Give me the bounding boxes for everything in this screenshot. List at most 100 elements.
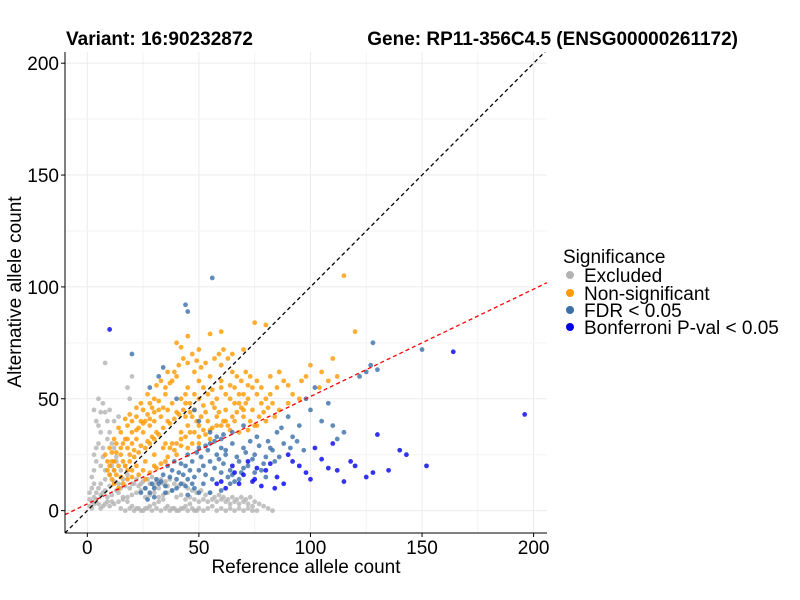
point-non-significant <box>125 423 130 429</box>
point-non-significant <box>223 407 229 413</box>
point-non-significant <box>163 441 168 446</box>
point-fdr-0-05 <box>147 490 153 496</box>
point-fdr-0-05 <box>185 492 191 498</box>
point-non-significant <box>330 356 336 361</box>
point-excluded <box>241 508 246 514</box>
legend-label-fdr: FDR < 0.05 <box>584 301 682 322</box>
point-excluded <box>163 505 168 511</box>
y-axis-title: Alternative allele count <box>5 196 26 388</box>
point-non-significant <box>167 380 173 386</box>
point-bonferroni-p-val-0-05 <box>245 459 251 464</box>
point-bonferroni-p-val-0-05 <box>296 463 302 469</box>
point-fdr-0-05 <box>241 445 246 451</box>
point-non-significant <box>140 429 146 435</box>
point-excluded <box>136 505 142 511</box>
point-non-significant <box>223 391 229 397</box>
point-excluded <box>96 423 101 429</box>
point-fdr-0-05 <box>319 418 325 424</box>
point-fdr-0-05 <box>236 459 242 464</box>
x-tick-label: 200 <box>518 538 550 559</box>
point-bonferroni-p-val-0-05 <box>404 452 409 458</box>
point-non-significant <box>196 434 202 440</box>
point-non-significant <box>234 373 240 379</box>
point-fdr-0-05 <box>290 434 296 440</box>
point-non-significant <box>154 382 159 388</box>
point-bonferroni-p-val-0-05 <box>258 483 264 489</box>
point-bonferroni-p-val-0-05 <box>522 412 528 417</box>
point-non-significant <box>319 369 325 375</box>
data-points <box>87 273 528 514</box>
point-fdr-0-05 <box>212 465 217 471</box>
point-excluded <box>194 508 200 514</box>
point-excluded <box>98 409 104 415</box>
point-non-significant <box>258 385 264 390</box>
point-fdr-0-05 <box>263 454 269 460</box>
point-excluded <box>145 505 150 511</box>
point-non-significant <box>109 450 115 455</box>
point-fdr-0-05 <box>225 474 231 480</box>
point-non-significant <box>218 362 224 368</box>
point-non-significant <box>111 436 117 442</box>
point-non-significant <box>129 441 135 446</box>
point-excluded <box>236 505 242 511</box>
point-non-significant <box>252 320 258 326</box>
point-non-significant <box>209 400 215 406</box>
point-fdr-0-05 <box>203 472 208 478</box>
point-non-significant <box>180 356 186 361</box>
point-excluded <box>238 494 244 500</box>
legend-label-excluded: Excluded <box>584 266 662 287</box>
point-non-significant <box>145 412 150 417</box>
point-excluded <box>265 505 271 511</box>
point-fdr-0-05 <box>236 476 242 482</box>
point-fdr-0-05 <box>218 445 224 451</box>
point-bonferroni-p-val-0-05 <box>274 474 280 480</box>
point-excluded <box>236 501 242 507</box>
point-excluded <box>229 494 235 500</box>
point-non-significant <box>285 400 291 406</box>
point-excluded <box>96 441 101 446</box>
point-non-significant <box>256 414 262 420</box>
legend-label-non-significant: Non-significant <box>584 284 710 305</box>
point-non-significant <box>134 463 139 469</box>
point-non-significant <box>285 382 291 388</box>
point-excluded <box>214 499 220 505</box>
point-excluded <box>109 441 115 446</box>
point-bonferroni-p-val-0-05 <box>281 481 287 487</box>
point-non-significant <box>196 378 202 384</box>
point-non-significant <box>134 405 139 411</box>
point-fdr-0-05 <box>247 438 253 444</box>
point-fdr-0-05 <box>252 470 258 475</box>
point-fdr-0-05 <box>274 429 280 435</box>
point-excluded <box>116 414 121 420</box>
point-excluded <box>98 481 104 487</box>
point-non-significant <box>196 441 202 446</box>
point-non-significant <box>187 409 193 415</box>
point-non-significant <box>142 445 148 451</box>
point-non-significant <box>165 418 171 424</box>
point-non-significant <box>212 356 217 361</box>
point-fdr-0-05 <box>279 425 284 431</box>
point-non-significant <box>122 463 128 469</box>
point-fdr-0-05 <box>221 432 226 437</box>
point-non-significant <box>174 409 179 415</box>
point-excluded <box>96 485 101 491</box>
point-non-significant <box>205 418 211 424</box>
point-bonferroni-p-val-0-05 <box>290 459 296 464</box>
reference-lines <box>65 52 547 533</box>
point-excluded <box>102 360 108 366</box>
point-fdr-0-05 <box>198 454 204 460</box>
point-non-significant <box>325 378 331 384</box>
point-non-significant <box>165 369 171 375</box>
point-fdr-0-05 <box>196 418 202 424</box>
point-non-significant <box>254 378 260 384</box>
point-non-significant <box>163 391 168 397</box>
legend: Significance Excluded Non-significant FD… <box>563 247 779 339</box>
point-non-significant <box>196 423 202 429</box>
point-bonferroni-p-val-0-05 <box>107 327 113 332</box>
point-bonferroni-p-val-0-05 <box>232 470 237 475</box>
point-non-significant <box>245 427 251 433</box>
point-non-significant <box>218 378 224 384</box>
point-excluded <box>252 499 258 505</box>
point-non-significant <box>158 378 164 384</box>
